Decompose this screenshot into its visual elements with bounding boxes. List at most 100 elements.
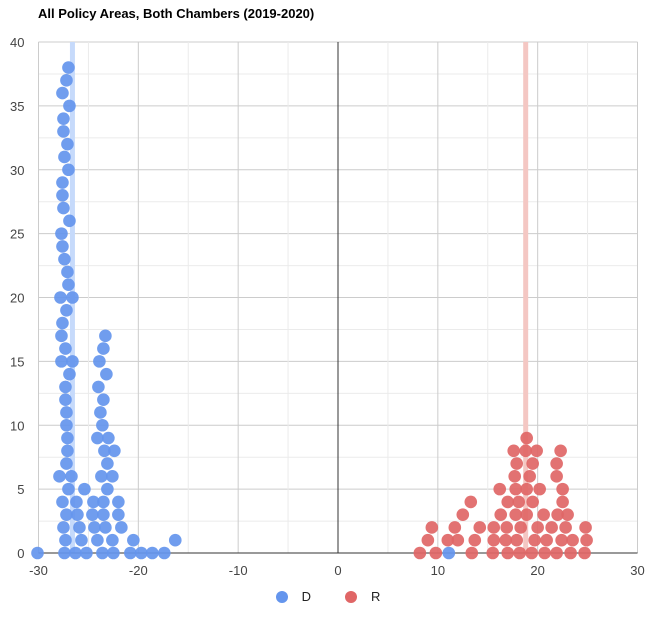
data-point-r[interactable] (451, 533, 465, 547)
data-point-r[interactable] (551, 508, 564, 521)
data-point-r[interactable] (555, 533, 568, 547)
data-point-d[interactable] (71, 508, 84, 521)
data-point-d[interactable] (102, 431, 115, 445)
data-point-d[interactable] (63, 99, 76, 113)
data-point-d[interactable] (91, 431, 104, 445)
data-point-r[interactable] (579, 521, 592, 534)
data-point-d[interactable] (62, 163, 75, 177)
data-point-d[interactable] (56, 86, 69, 100)
data-point-d[interactable] (65, 470, 78, 483)
data-point-d[interactable] (92, 380, 105, 394)
data-point-d[interactable] (60, 303, 73, 317)
data-point-r[interactable] (554, 444, 567, 458)
data-point-d[interactable] (59, 380, 72, 394)
data-point-r[interactable] (520, 508, 533, 521)
data-point-r[interactable] (550, 546, 563, 560)
data-point-r[interactable] (500, 521, 514, 534)
data-point-d[interactable] (70, 495, 83, 509)
data-point-r[interactable] (526, 495, 539, 509)
data-point-d[interactable] (101, 457, 114, 470)
data-point-d[interactable] (98, 444, 111, 458)
data-point-d[interactable] (60, 418, 73, 432)
data-point-d[interactable] (168, 533, 182, 547)
data-point-d[interactable] (124, 546, 137, 560)
data-point-d[interactable] (60, 74, 73, 87)
data-point-d[interactable] (59, 533, 72, 547)
data-point-d[interactable] (61, 431, 74, 445)
data-point-r[interactable] (519, 444, 532, 458)
data-point-d[interactable] (106, 470, 119, 483)
data-point-d[interactable] (56, 189, 69, 202)
data-point-r[interactable] (448, 521, 462, 534)
data-point-r[interactable] (537, 508, 550, 521)
data-point-d[interactable] (62, 61, 75, 74)
data-point-d[interactable] (91, 533, 104, 547)
data-point-d[interactable] (157, 546, 171, 560)
data-point-d[interactable] (57, 201, 70, 215)
data-point-d[interactable] (61, 444, 74, 458)
data-point-r[interactable] (550, 470, 563, 483)
data-point-r[interactable] (468, 533, 482, 547)
data-point-d[interactable] (56, 176, 69, 189)
data-point-r[interactable] (578, 546, 591, 560)
data-point-d[interactable] (96, 546, 109, 560)
data-point-d[interactable] (86, 508, 99, 521)
data-point-r[interactable] (513, 546, 526, 560)
data-point-d[interactable] (97, 393, 110, 407)
data-point-r[interactable] (487, 533, 501, 547)
data-point-r[interactable] (425, 521, 439, 534)
data-point-d[interactable] (100, 367, 113, 381)
data-point-r[interactable] (520, 431, 533, 445)
data-point-d[interactable] (60, 457, 73, 470)
data-point-r[interactable] (465, 546, 479, 560)
data-point-d[interactable] (135, 546, 148, 560)
data-point-r[interactable] (531, 521, 544, 534)
data-point-d[interactable] (93, 355, 106, 368)
data-point-r[interactable] (501, 495, 515, 509)
legend-item-d[interactable]: D (275, 589, 311, 604)
data-point-r[interactable] (538, 546, 551, 560)
data-point-d[interactable] (66, 355, 79, 368)
data-point-d[interactable] (57, 521, 70, 534)
data-point-d[interactable] (101, 482, 114, 496)
data-point-r[interactable] (493, 482, 507, 496)
data-point-d[interactable] (60, 508, 73, 521)
data-point-d[interactable] (57, 112, 70, 125)
data-point-d[interactable] (63, 214, 76, 228)
data-point-d[interactable] (73, 521, 86, 534)
data-point-r[interactable] (550, 457, 563, 470)
data-point-r[interactable] (509, 482, 523, 496)
data-point-d[interactable] (146, 546, 159, 560)
data-point-r[interactable] (528, 533, 541, 547)
data-point-d[interactable] (75, 533, 88, 547)
data-point-d[interactable] (58, 546, 71, 560)
data-point-d[interactable] (97, 495, 110, 509)
data-point-r[interactable] (533, 482, 546, 496)
data-point-d[interactable] (112, 495, 125, 509)
data-point-d[interactable] (53, 470, 66, 483)
data-point-r[interactable] (512, 495, 525, 509)
data-point-d[interactable] (59, 393, 72, 407)
data-point-d[interactable] (99, 521, 112, 534)
data-point-d[interactable] (56, 495, 69, 509)
data-point-d[interactable] (99, 329, 112, 343)
data-point-d[interactable] (54, 291, 67, 304)
data-point-d[interactable] (106, 533, 119, 547)
data-point-d[interactable] (60, 406, 73, 419)
data-point-d[interactable] (95, 470, 108, 483)
data-point-d[interactable] (115, 521, 128, 534)
data-point-d[interactable] (55, 227, 68, 240)
data-point-d[interactable] (112, 508, 125, 521)
data-point-r[interactable] (545, 521, 558, 534)
data-point-r[interactable] (501, 546, 515, 560)
data-point-r[interactable] (413, 546, 427, 560)
data-point-r[interactable] (494, 508, 508, 521)
data-point-r[interactable] (441, 533, 455, 547)
data-point-d[interactable] (127, 533, 140, 547)
data-point-d[interactable] (61, 265, 74, 279)
data-point-r[interactable] (530, 444, 543, 458)
data-point-r[interactable] (499, 533, 513, 547)
data-point-r[interactable] (487, 521, 501, 534)
data-point-d[interactable] (55, 355, 68, 368)
data-point-r[interactable] (456, 508, 470, 521)
